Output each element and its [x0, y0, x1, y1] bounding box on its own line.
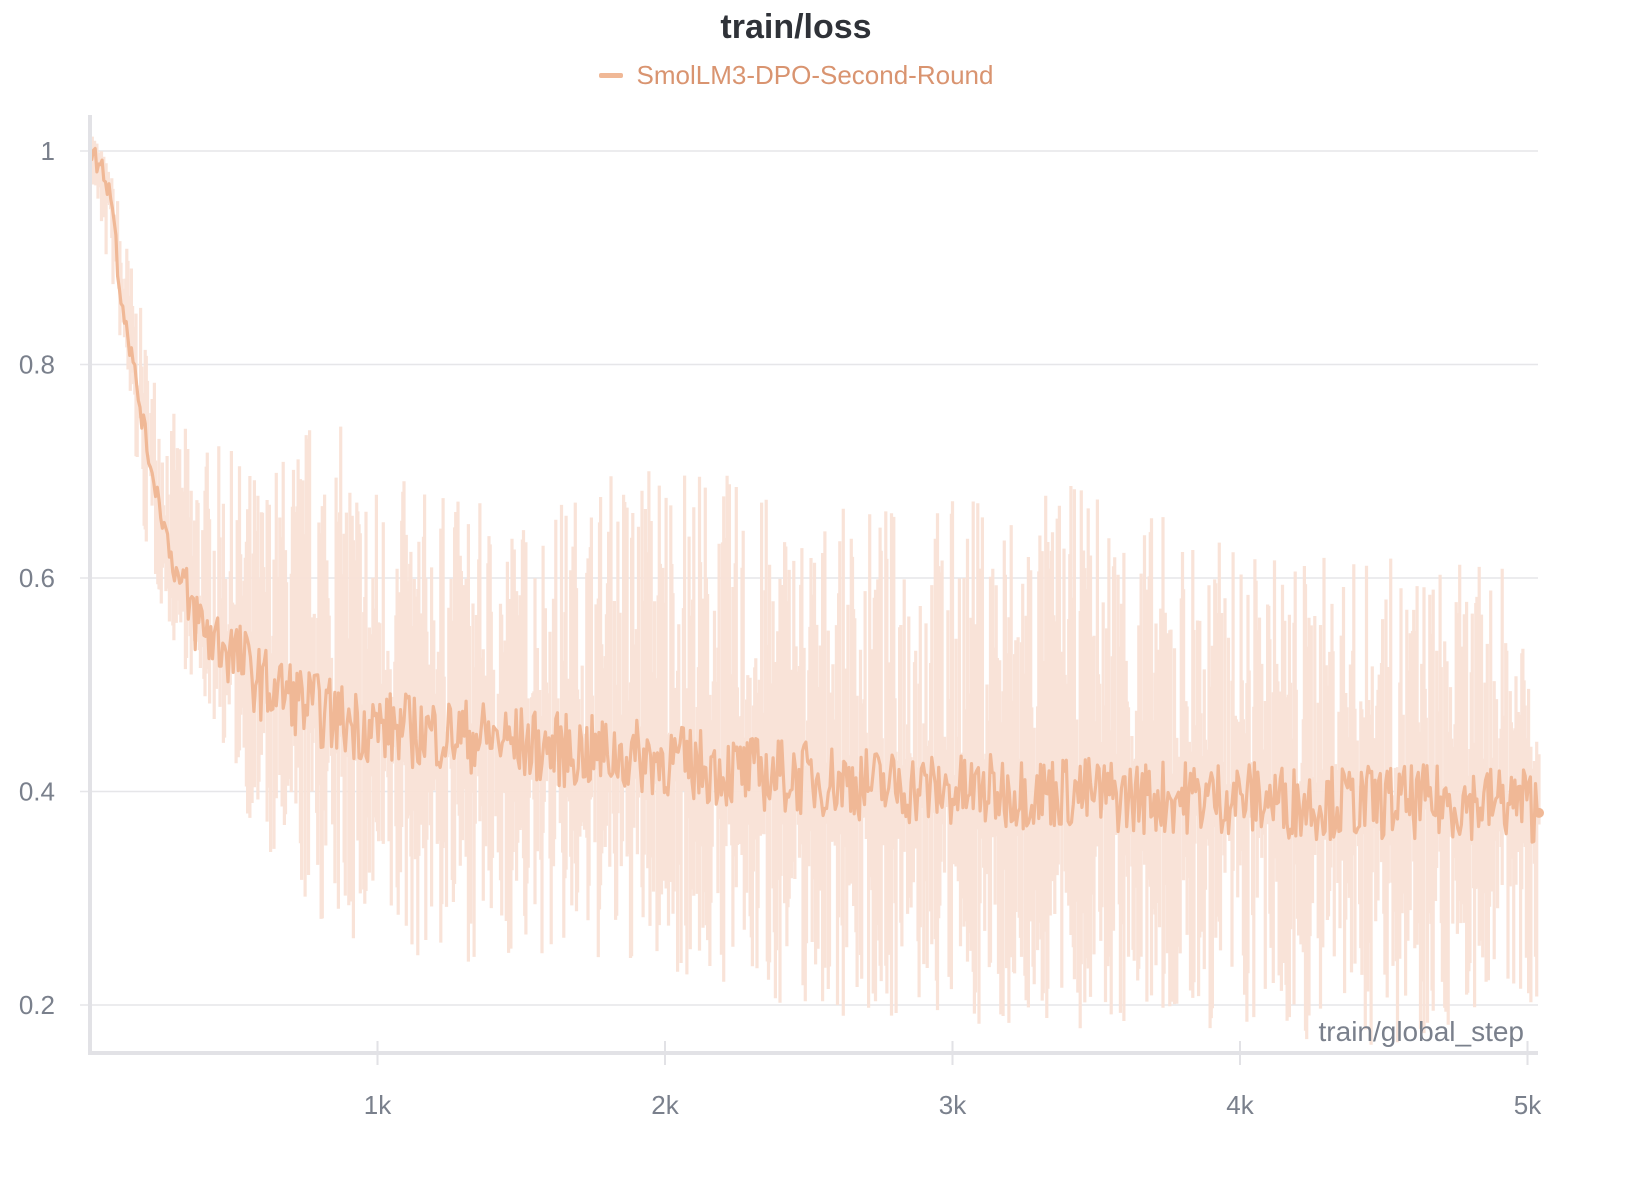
y-tick-label: 0.8 [19, 350, 55, 380]
x-tick-label: 3k [939, 1090, 967, 1120]
x-axis-ticks: 1k 2k 3k 4k 5k [364, 1041, 1542, 1120]
raw-loss-band [88, 136, 1541, 1045]
y-tick-label: 1 [41, 136, 55, 166]
x-axis-label: train/global_step [1319, 1016, 1524, 1047]
legend-swatch-icon [598, 72, 623, 78]
legend-label: SmolLM3-DPO-Second-Round [636, 60, 994, 90]
x-tick-label: 4k [1226, 1090, 1254, 1120]
axes [88, 115, 1538, 1055]
y-tick-label: 0.6 [19, 563, 55, 593]
legend[interactable]: SmolLM3-DPO-Second-Round [0, 60, 1592, 91]
smoothed-loss-line [89, 146, 1544, 844]
x-tick-label: 1k [364, 1090, 392, 1120]
y-tick-label: 0.2 [19, 990, 55, 1020]
x-tick-label: 2k [651, 1090, 679, 1120]
y-axis-ticks: 1 0.8 0.6 0.4 0.2 [19, 136, 55, 1020]
x-tick-label: 5k [1514, 1090, 1542, 1120]
y-tick-label: 0.4 [19, 777, 55, 807]
last-point-marker [1534, 807, 1544, 818]
chart-title: train/loss [720, 8, 872, 46]
